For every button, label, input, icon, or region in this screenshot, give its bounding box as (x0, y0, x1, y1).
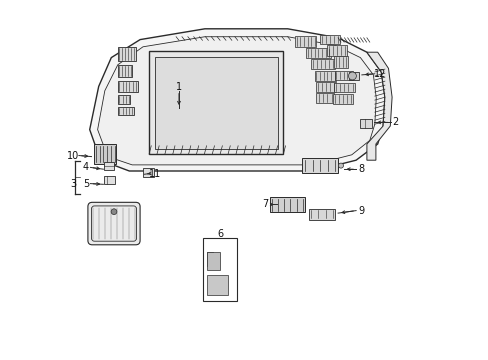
Text: 4: 4 (83, 162, 89, 172)
FancyBboxPatch shape (359, 119, 371, 128)
FancyBboxPatch shape (348, 72, 358, 80)
Text: 12: 12 (373, 69, 385, 79)
Circle shape (111, 209, 117, 215)
FancyBboxPatch shape (320, 35, 339, 44)
Text: 11: 11 (149, 168, 161, 179)
FancyBboxPatch shape (316, 93, 333, 103)
FancyBboxPatch shape (118, 81, 137, 92)
FancyBboxPatch shape (104, 176, 115, 184)
FancyBboxPatch shape (305, 48, 330, 58)
Text: 2: 2 (392, 117, 398, 127)
FancyBboxPatch shape (206, 252, 220, 270)
FancyBboxPatch shape (332, 94, 352, 104)
Text: 9: 9 (358, 206, 364, 216)
FancyBboxPatch shape (104, 162, 114, 170)
FancyBboxPatch shape (206, 252, 213, 266)
Circle shape (348, 72, 356, 80)
Text: 3: 3 (70, 179, 76, 189)
FancyBboxPatch shape (94, 144, 116, 164)
FancyBboxPatch shape (302, 158, 337, 173)
FancyBboxPatch shape (206, 275, 228, 295)
Text: 10: 10 (67, 150, 79, 161)
FancyBboxPatch shape (333, 83, 354, 92)
Polygon shape (89, 29, 384, 171)
FancyBboxPatch shape (118, 107, 134, 115)
Text: 6: 6 (217, 229, 223, 239)
FancyBboxPatch shape (118, 47, 136, 61)
Text: 5: 5 (83, 179, 89, 189)
Polygon shape (98, 37, 375, 165)
Polygon shape (366, 52, 391, 160)
FancyBboxPatch shape (269, 197, 305, 212)
FancyBboxPatch shape (294, 36, 316, 47)
FancyBboxPatch shape (326, 45, 346, 56)
FancyBboxPatch shape (314, 71, 336, 81)
Text: 1: 1 (176, 82, 182, 92)
FancyBboxPatch shape (88, 202, 140, 245)
Text: 8: 8 (358, 164, 364, 174)
FancyBboxPatch shape (118, 65, 132, 77)
Polygon shape (149, 51, 283, 154)
FancyBboxPatch shape (118, 95, 130, 104)
FancyBboxPatch shape (333, 56, 347, 68)
FancyBboxPatch shape (142, 168, 153, 177)
FancyBboxPatch shape (310, 59, 334, 69)
Polygon shape (155, 57, 277, 149)
Circle shape (338, 163, 343, 168)
FancyBboxPatch shape (334, 71, 352, 80)
FancyBboxPatch shape (315, 82, 335, 92)
FancyBboxPatch shape (309, 209, 334, 220)
Text: 7: 7 (262, 199, 268, 210)
